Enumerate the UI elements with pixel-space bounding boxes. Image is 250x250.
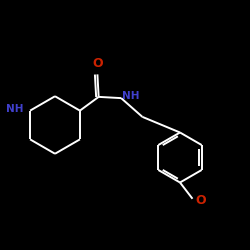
Text: O: O: [196, 194, 206, 206]
Text: NH: NH: [6, 104, 24, 114]
Text: O: O: [92, 57, 103, 70]
Text: NH: NH: [122, 90, 140, 101]
